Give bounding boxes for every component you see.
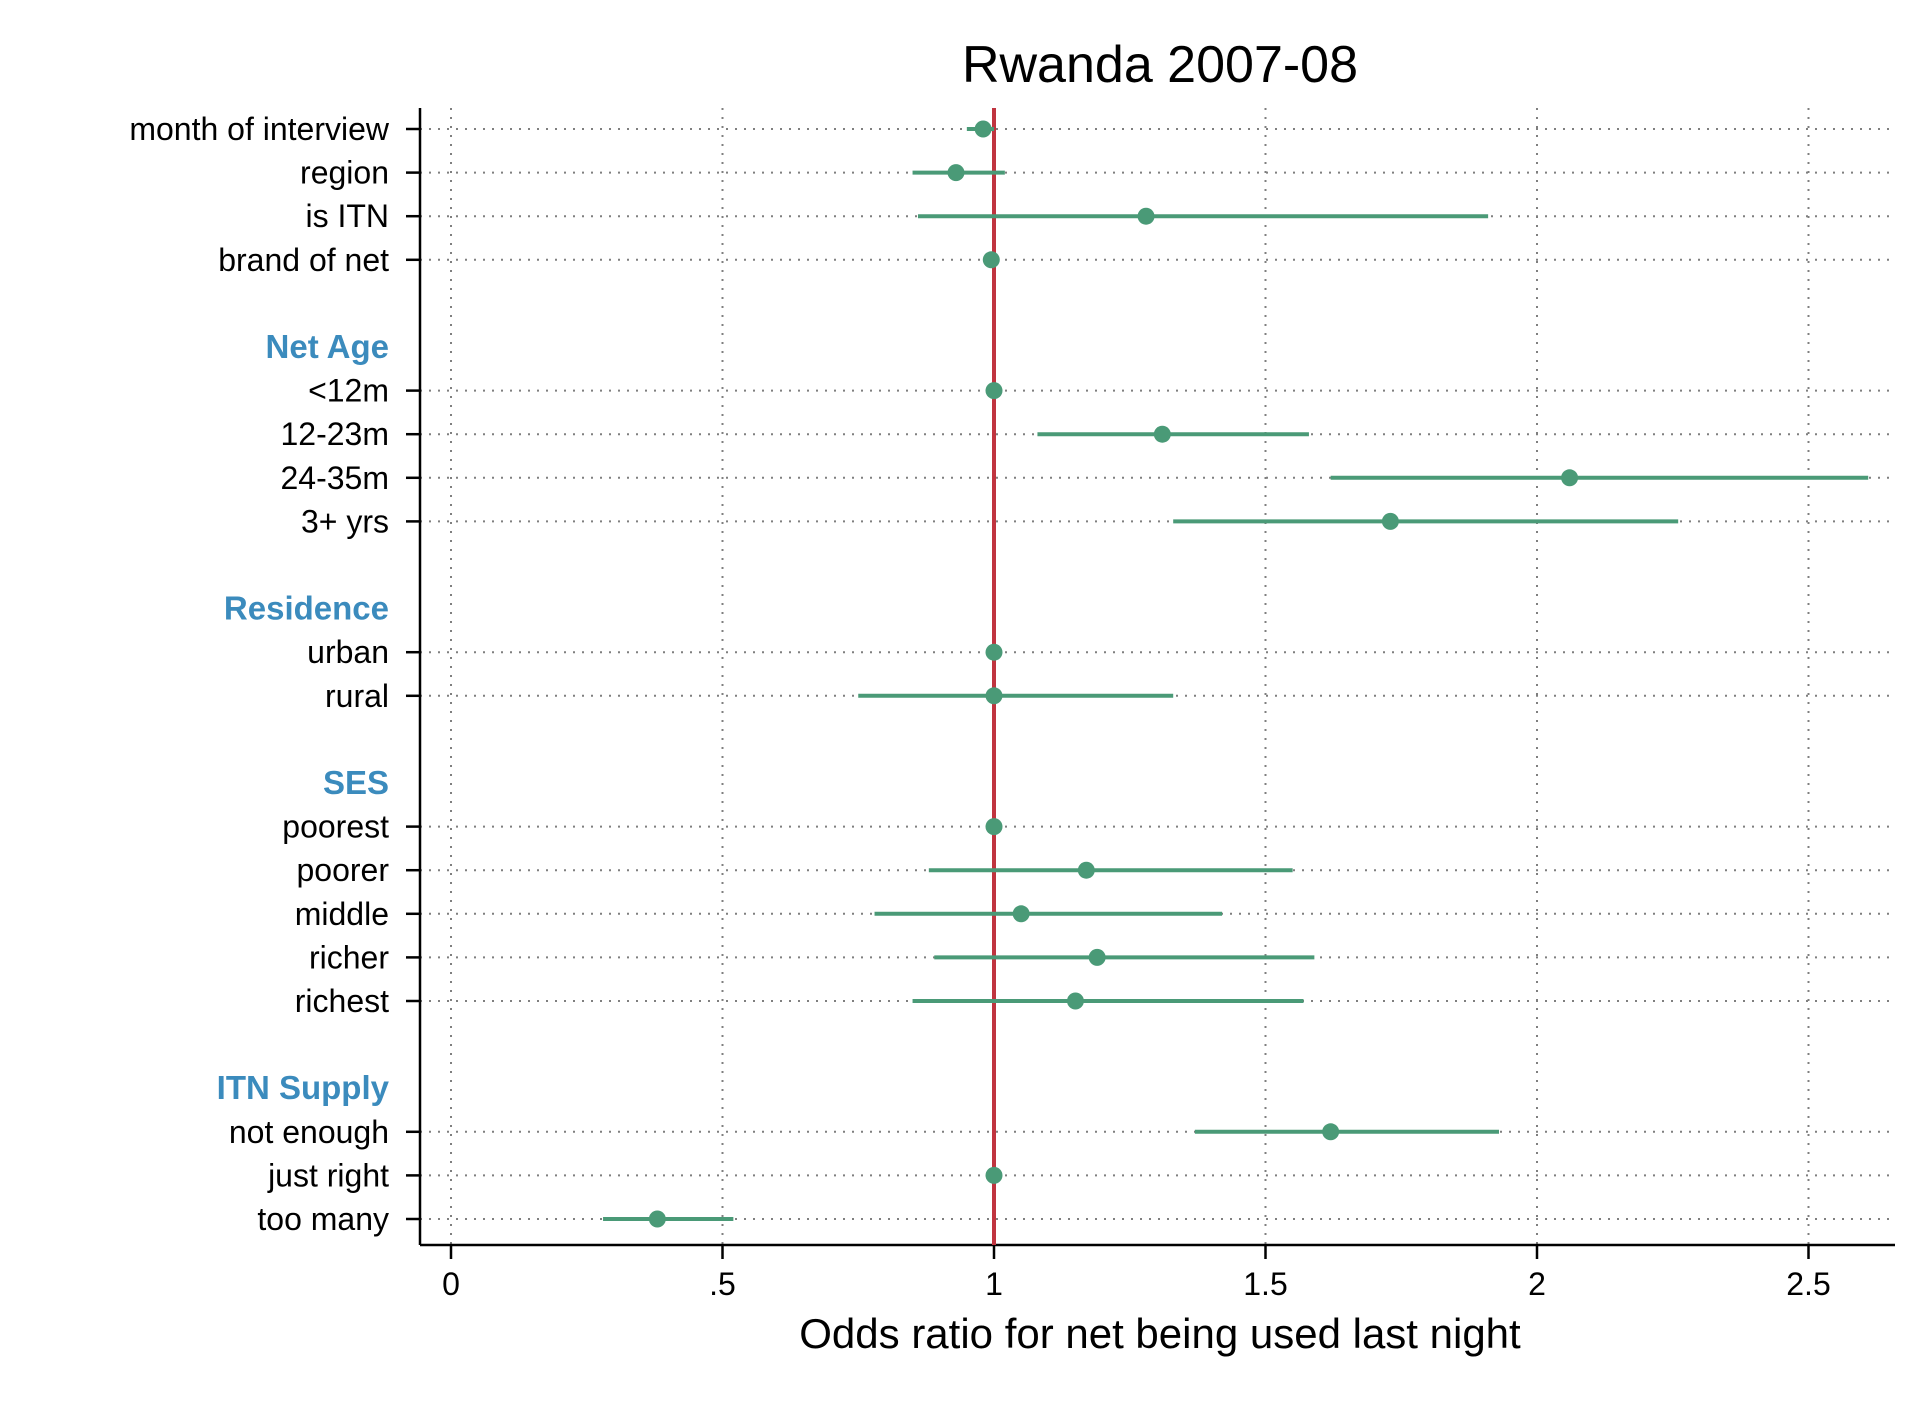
row-label: just right <box>267 1157 389 1193</box>
group-heading: SES <box>323 764 389 801</box>
estimate-point <box>1012 905 1030 923</box>
row-label: month of interview <box>129 111 390 147</box>
chart-title: Rwanda 2007-08 <box>962 36 1358 94</box>
group-heading: ITN Supply <box>217 1069 390 1106</box>
row-label: richest <box>295 983 389 1019</box>
estimate-point <box>1088 948 1106 966</box>
row-label: is ITN <box>305 198 389 234</box>
estimate-point <box>1137 207 1155 225</box>
row-label: poorer <box>297 852 390 888</box>
row-label: too many <box>257 1201 389 1237</box>
x-tick-label: 0 <box>442 1266 460 1302</box>
row-label: 3+ yrs <box>301 503 389 539</box>
axis-layer: 0 .5 1 1.5 2 2.5 <box>406 108 1895 1302</box>
row-labels-layer: month of interview region is ITN brand of n… <box>129 111 390 1237</box>
x-tick-label: .5 <box>709 1266 736 1302</box>
group-heading: Net Age <box>266 328 389 365</box>
x-tick-label: 1.5 <box>1243 1266 1287 1302</box>
row-label: not enough <box>229 1114 389 1150</box>
estimate-point <box>974 120 992 138</box>
estimate-point <box>1066 992 1084 1010</box>
x-tick-label: 2.5 <box>1786 1266 1830 1302</box>
row-label: <12m <box>308 373 389 409</box>
estimate-point <box>1561 469 1579 487</box>
estimate-point <box>985 382 1003 400</box>
estimate-point <box>985 818 1003 836</box>
row-label: region <box>300 155 389 191</box>
estimate-point <box>947 164 965 182</box>
row-label: 12-23m <box>281 416 390 452</box>
group-heading: Residence <box>224 590 389 627</box>
estimate-point <box>1153 425 1171 443</box>
x-tick-label: 1 <box>985 1266 1003 1302</box>
row-label: richer <box>309 939 389 975</box>
estimate-point <box>1381 512 1399 530</box>
row-label: middle <box>295 896 389 932</box>
grid-layer <box>420 108 1895 1245</box>
row-label: rural <box>325 678 389 714</box>
marks-layer <box>603 120 1869 1228</box>
estimate-point <box>1077 861 1095 879</box>
estimate-point <box>985 643 1003 661</box>
row-label: urban <box>307 634 389 670</box>
estimate-point <box>648 1210 666 1228</box>
row-label: 24-35m <box>281 460 390 496</box>
estimate-point <box>985 1166 1003 1184</box>
estimate-point <box>982 251 1000 269</box>
row-label: poorest <box>282 809 389 845</box>
row-label: brand of net <box>218 242 389 278</box>
estimate-point <box>985 687 1003 705</box>
x-axis-label: Odds ratio for net being used last night <box>799 1310 1521 1357</box>
estimate-point <box>1322 1123 1340 1141</box>
x-tick-label: 2 <box>1528 1266 1546 1302</box>
